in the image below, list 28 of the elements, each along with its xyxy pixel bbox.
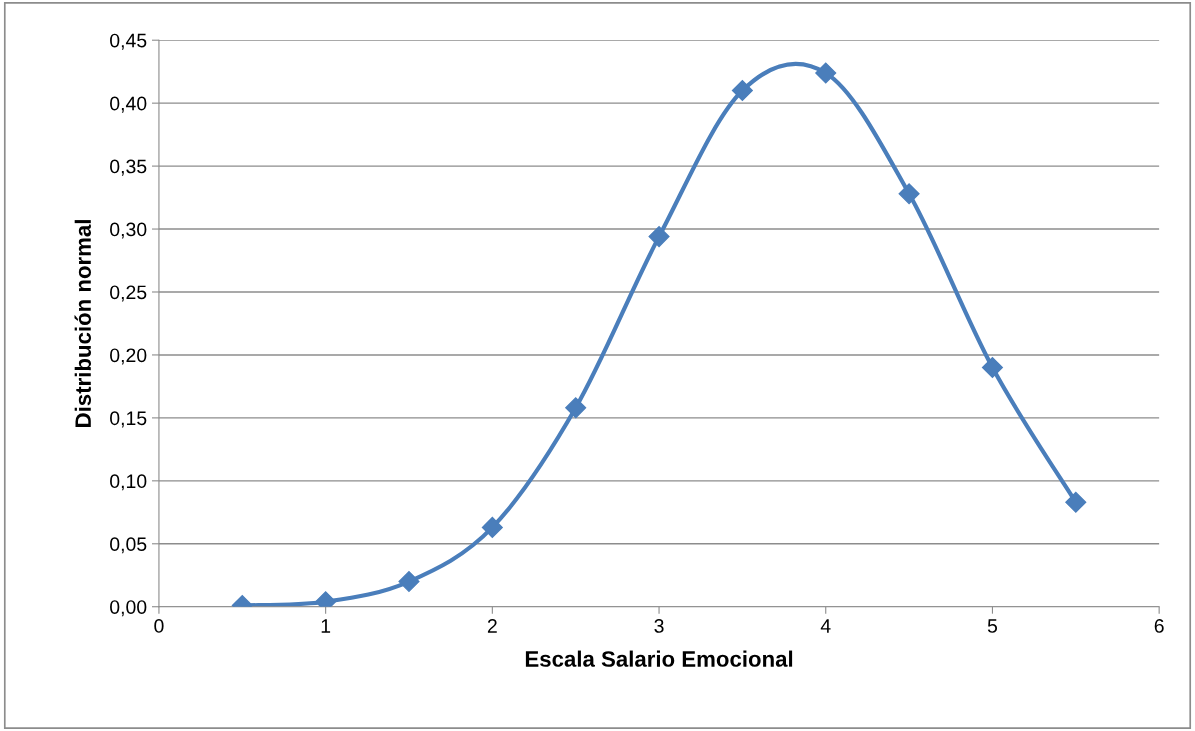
x-tick-label: 4 [820, 619, 831, 633]
x-tick-label: 2 [487, 619, 497, 633]
y-tick-label: 0,45 [110, 33, 147, 50]
y-tick-label: 0,00 [110, 600, 147, 617]
x-tick-label: 1 [321, 619, 331, 633]
point [398, 571, 420, 593]
point [481, 516, 503, 538]
point [815, 62, 837, 84]
x-axis-title: Escala Salario Emocional [525, 650, 793, 667]
x-tick-label: 3 [654, 619, 664, 633]
point [648, 226, 670, 248]
y-tick-label: 0,10 [110, 474, 147, 491]
y-tick-label: 0,20 [110, 348, 147, 365]
x-tick-label: 6 [1154, 619, 1164, 633]
point [565, 397, 587, 419]
point [898, 183, 920, 205]
y-tick-label: 0,35 [110, 159, 147, 176]
y-tick-label: 0,05 [110, 537, 147, 554]
point [1065, 491, 1087, 513]
x-tick-label: 0 [154, 619, 164, 633]
y-tick-label: 0,40 [110, 96, 147, 113]
x-tick-label: 5 [987, 619, 998, 633]
y-axis-title: Distribución normal [74, 220, 92, 427]
point [731, 80, 753, 102]
point [981, 357, 1003, 379]
y-tick-label: 0,25 [110, 285, 147, 302]
y-tick-label: 0,30 [110, 222, 147, 239]
y-tick-label: 0,15 [110, 411, 147, 428]
